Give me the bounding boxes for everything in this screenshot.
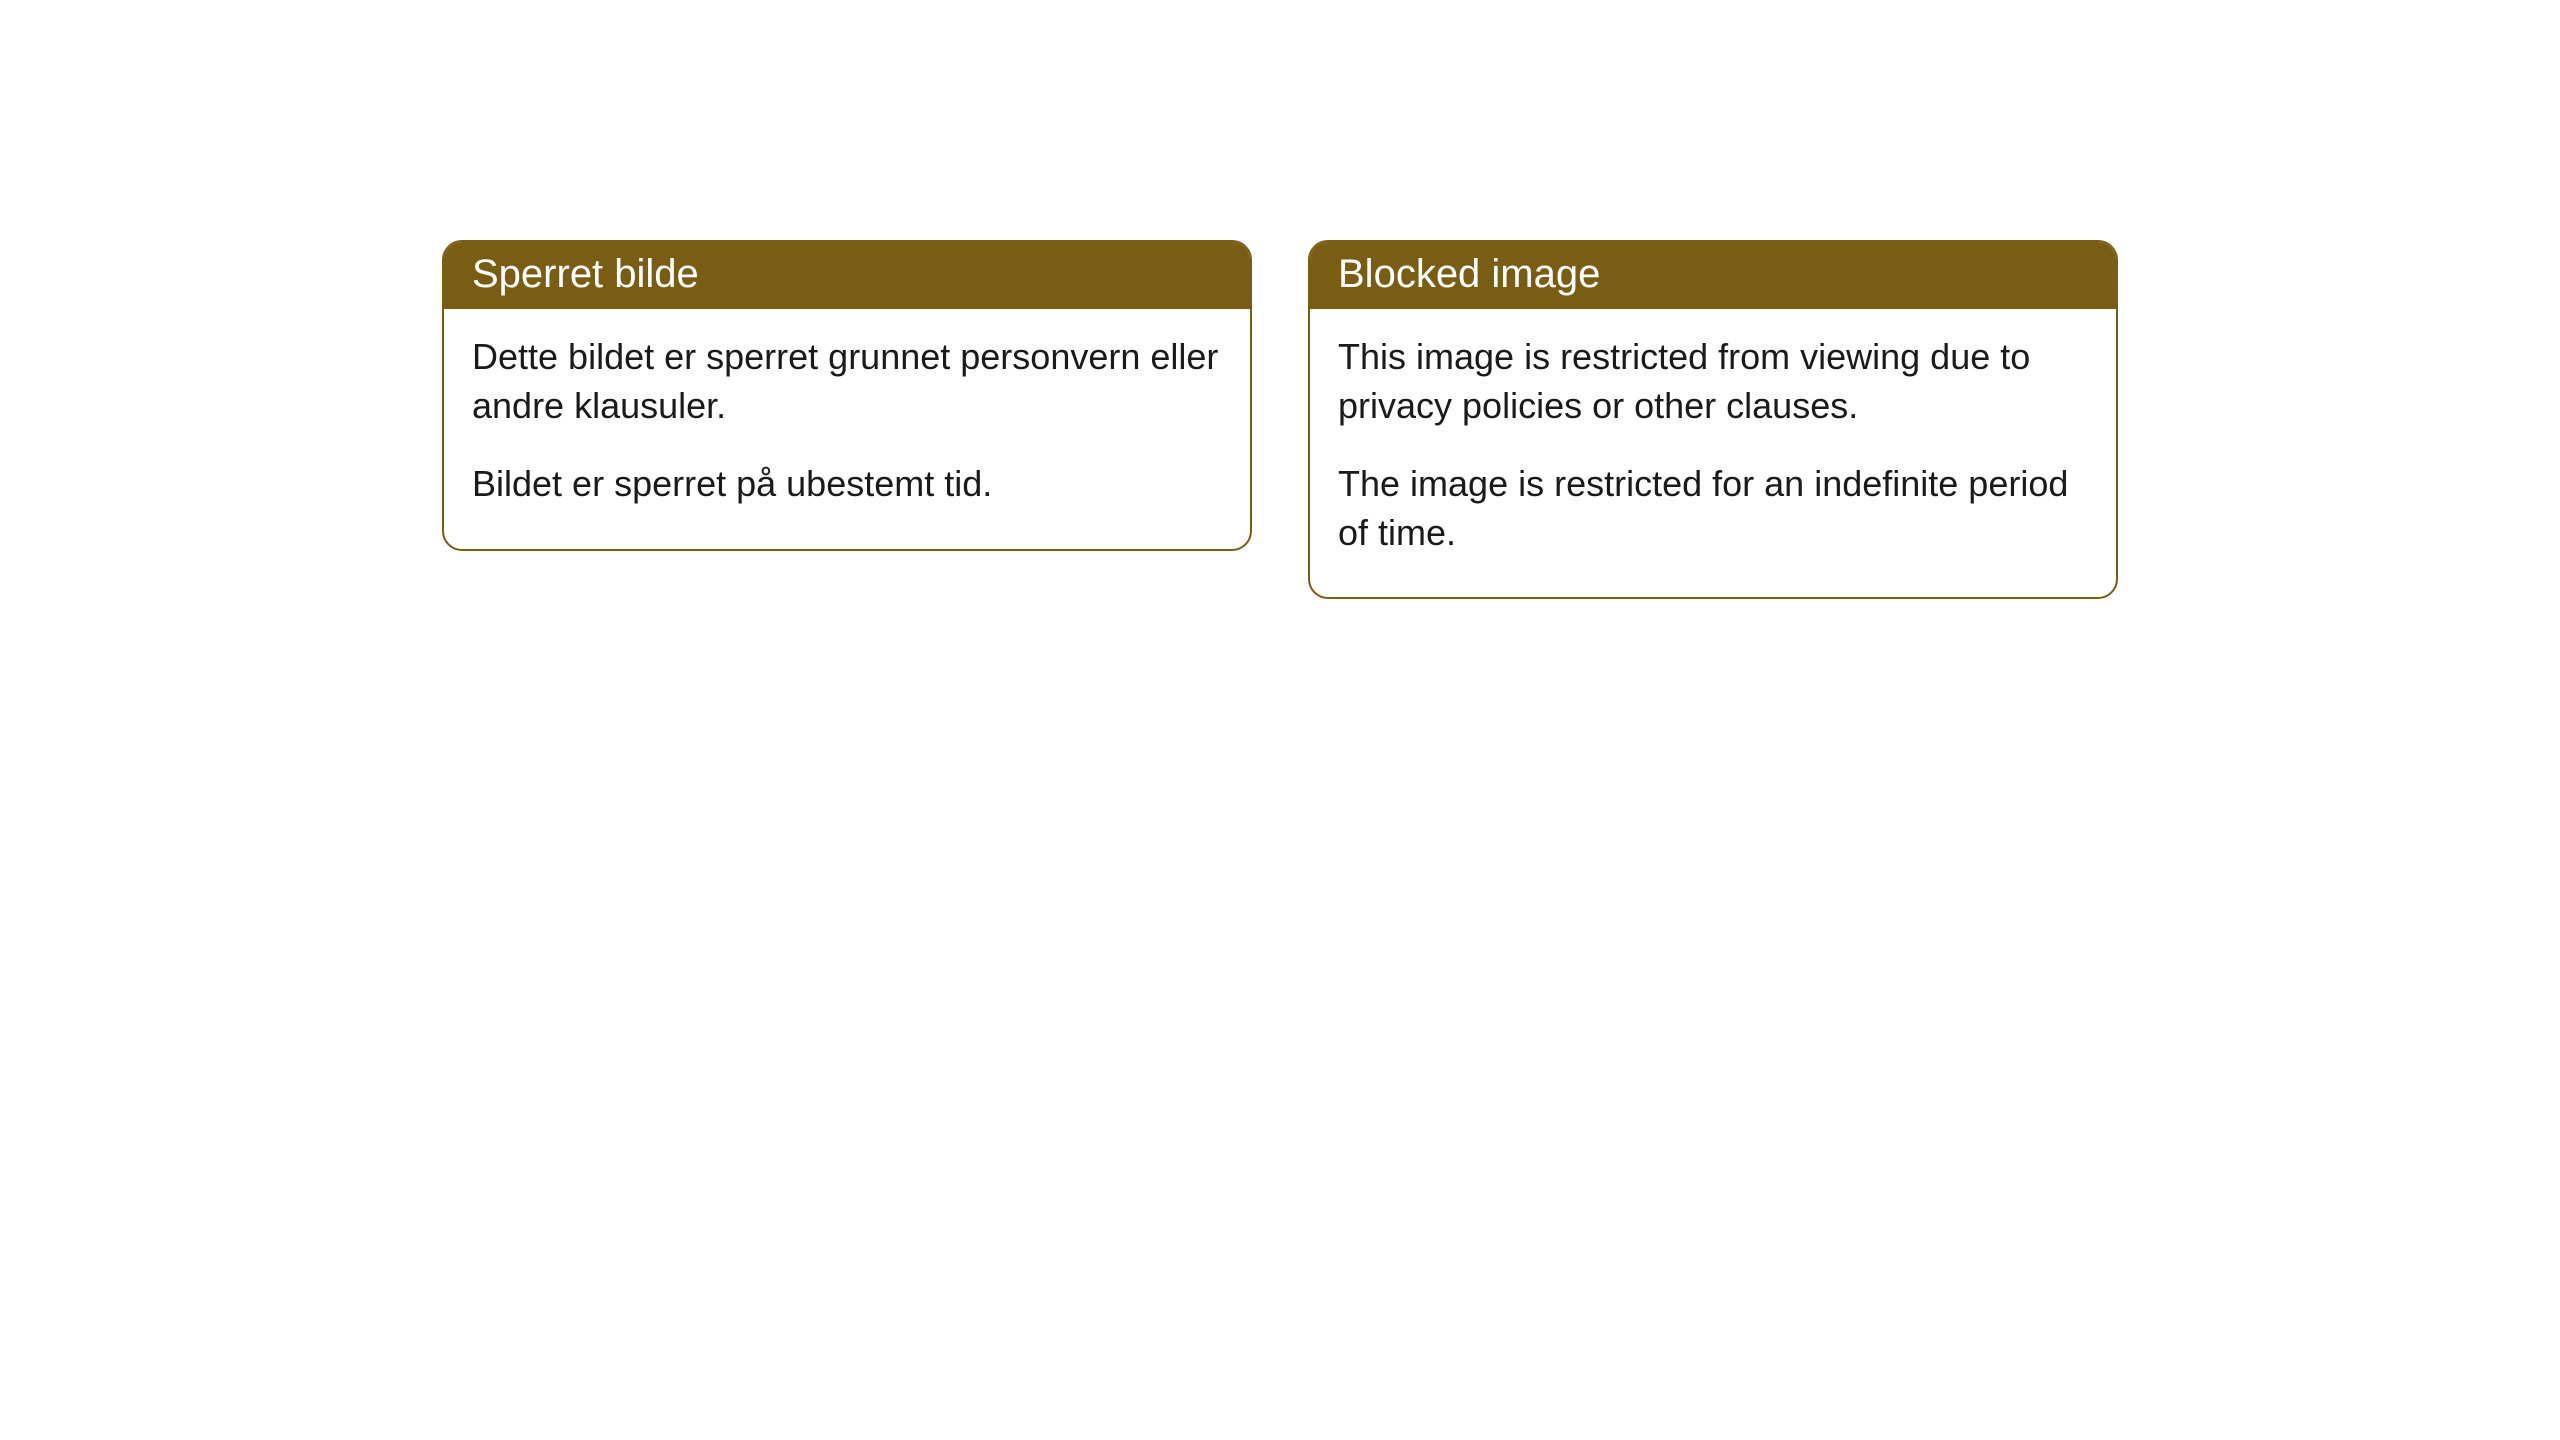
card-body: Dette bildet er sperret grunnet personve… (444, 309, 1250, 549)
card-body: This image is restricted from viewing du… (1310, 309, 2116, 597)
card-header: Sperret bilde (444, 242, 1250, 309)
card-paragraph: Bildet er sperret på ubestemt tid. (472, 460, 1222, 509)
card-paragraph: Dette bildet er sperret grunnet personve… (472, 333, 1222, 430)
card-title: Sperret bilde (472, 252, 699, 296)
card-paragraph: This image is restricted from viewing du… (1338, 333, 2088, 430)
card-header: Blocked image (1310, 242, 2116, 309)
card-paragraph: The image is restricted for an indefinit… (1338, 460, 2088, 557)
card-title: Blocked image (1338, 252, 1600, 296)
notice-card-norwegian: Sperret bilde Dette bildet er sperret gr… (442, 240, 1252, 551)
notice-cards-container: Sperret bilde Dette bildet er sperret gr… (442, 240, 2118, 1440)
notice-card-english: Blocked image This image is restricted f… (1308, 240, 2118, 599)
